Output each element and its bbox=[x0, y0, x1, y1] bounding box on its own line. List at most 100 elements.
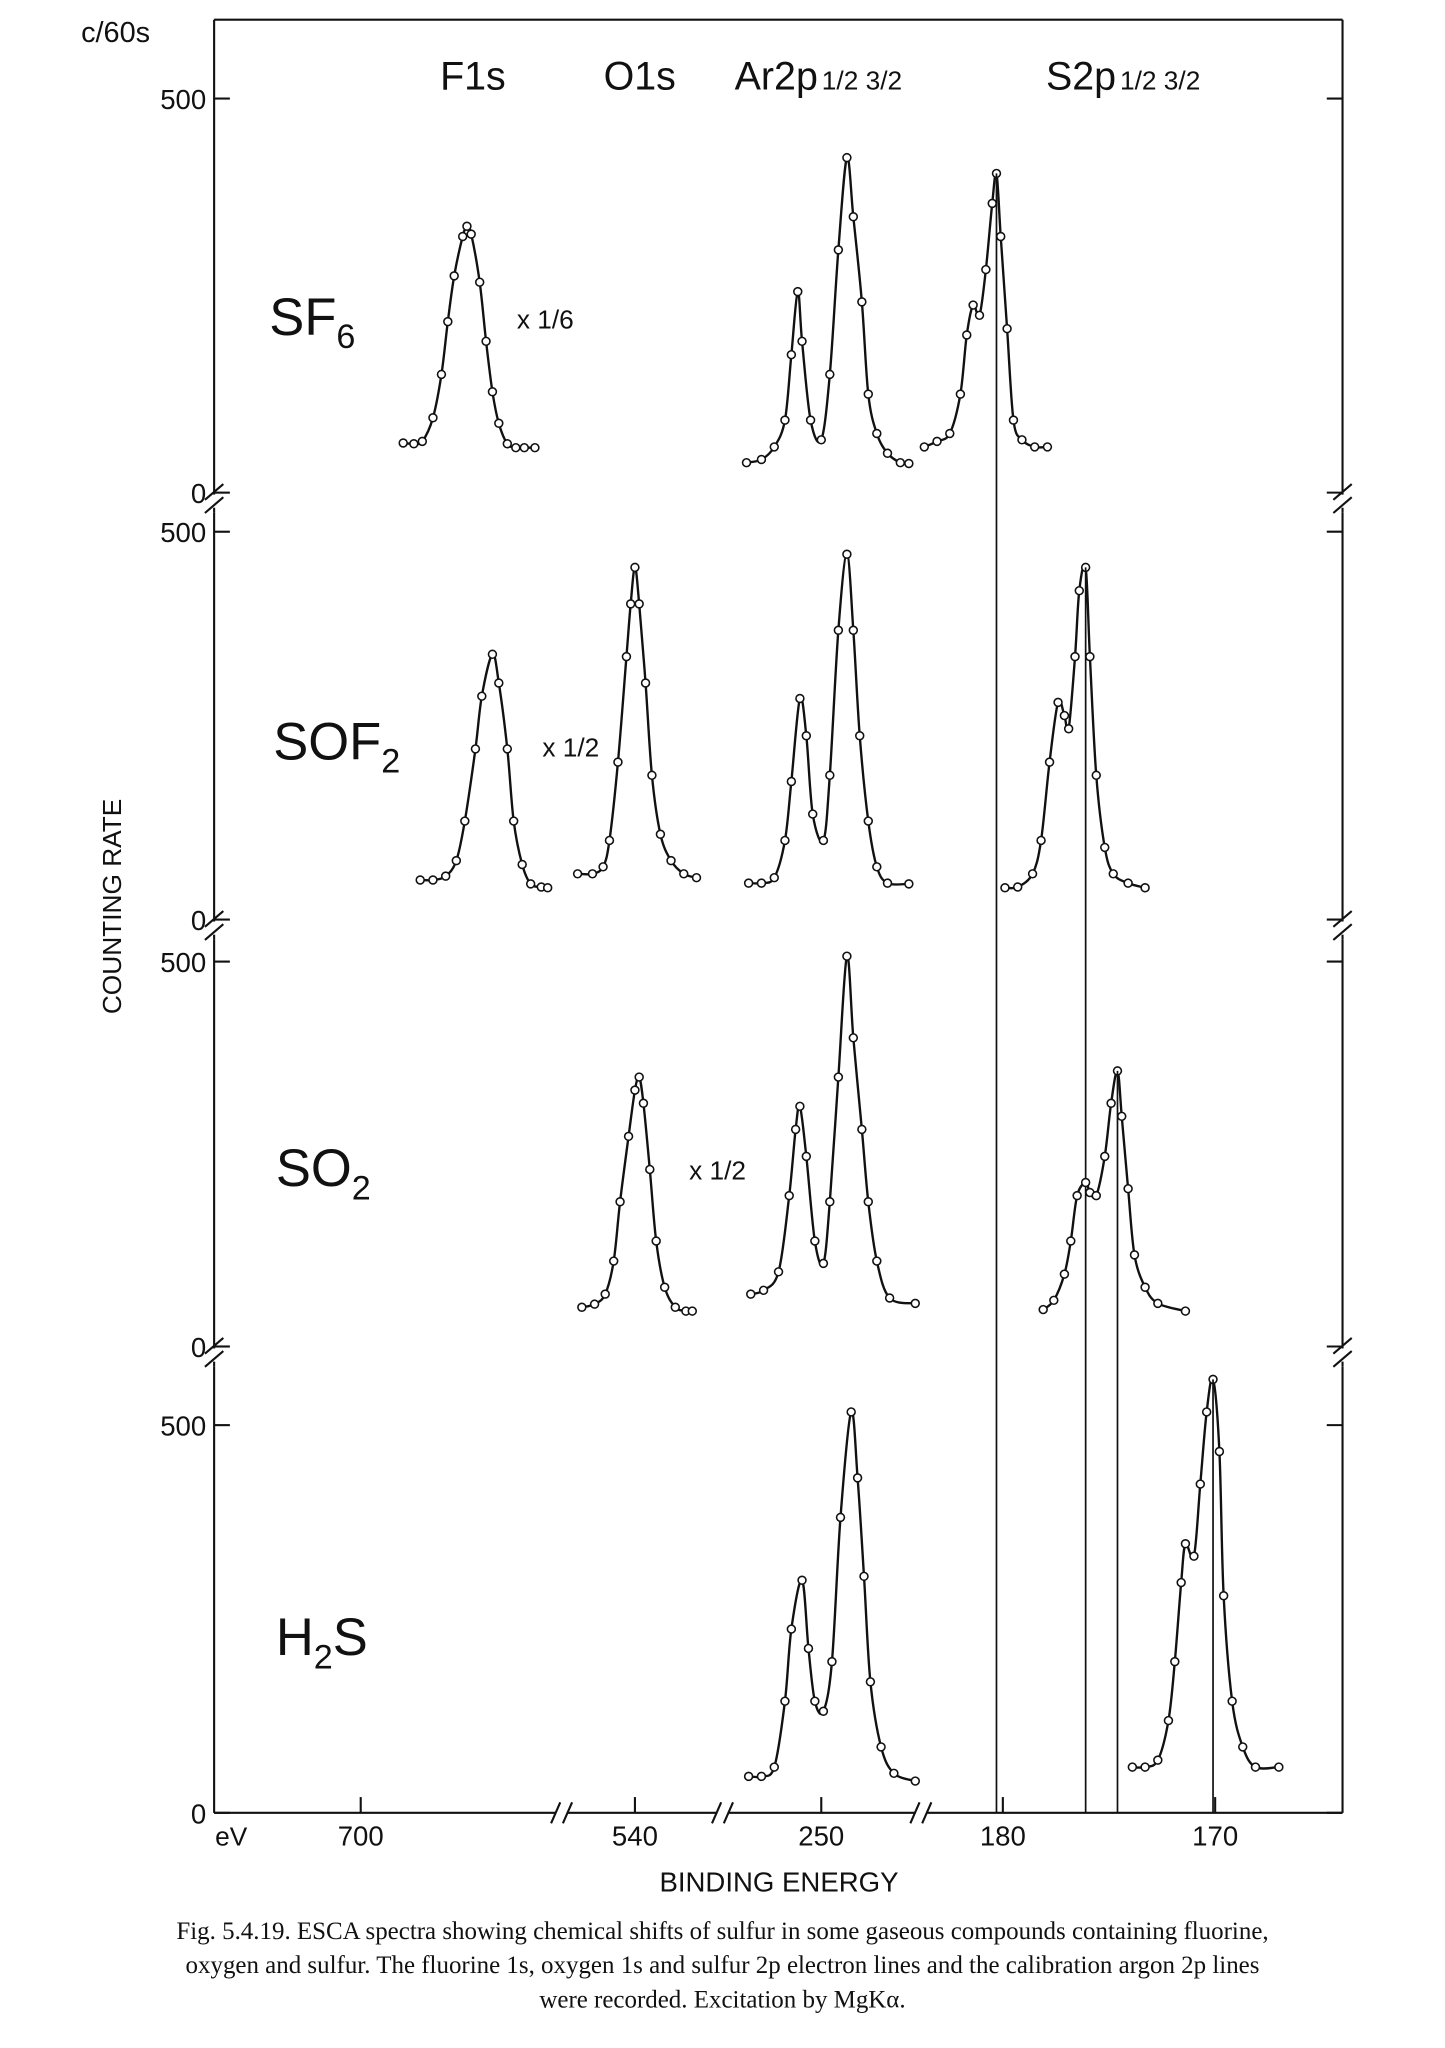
data-point bbox=[810, 1236, 820, 1246]
data-point bbox=[818, 1706, 829, 1716]
data-point bbox=[842, 152, 852, 163]
data-point bbox=[542, 883, 553, 893]
spectrum-line bbox=[923, 171, 1048, 449]
data-point bbox=[687, 1306, 697, 1316]
data-point bbox=[1189, 1551, 1199, 1561]
spectrum-line bbox=[1004, 563, 1146, 890]
data-point bbox=[1176, 1577, 1186, 1588]
data-point bbox=[477, 691, 487, 701]
data-point bbox=[517, 859, 527, 870]
data-point bbox=[758, 1285, 769, 1296]
data-point bbox=[756, 878, 767, 888]
peak-label: S2p 1/2 3/2 bbox=[1046, 54, 1200, 98]
data-point bbox=[1195, 1479, 1206, 1489]
peak-label: O1s bbox=[604, 54, 676, 98]
data-point bbox=[645, 1164, 655, 1175]
data-point bbox=[756, 454, 767, 465]
data-point bbox=[1170, 1656, 1180, 1667]
data-point bbox=[884, 1293, 895, 1303]
data-point bbox=[846, 1407, 856, 1417]
data-point bbox=[786, 1624, 797, 1634]
data-point bbox=[780, 1696, 790, 1706]
compound-label: H2S bbox=[276, 1608, 368, 1676]
peak-label-main: F1s bbox=[440, 54, 506, 98]
data-point bbox=[784, 1190, 794, 1201]
data-point bbox=[795, 1101, 805, 1112]
spectrum-line bbox=[420, 653, 548, 889]
caption-line: oxygen and sulfur. The fluorine 1s, oxyg… bbox=[186, 1952, 1260, 1979]
data-point bbox=[793, 286, 803, 297]
data-point bbox=[786, 349, 797, 360]
data-point bbox=[872, 428, 882, 439]
data-point bbox=[409, 439, 419, 449]
data-point bbox=[974, 310, 985, 321]
data-point bbox=[816, 435, 826, 445]
data-point bbox=[857, 1124, 867, 1135]
data-point bbox=[1140, 1282, 1150, 1292]
data-point bbox=[1070, 651, 1080, 662]
data-point bbox=[848, 625, 859, 635]
data-point bbox=[904, 458, 914, 469]
data-point bbox=[598, 862, 608, 872]
compound-label-sub: 2 bbox=[381, 742, 400, 780]
data-point bbox=[1066, 1236, 1076, 1246]
data-point bbox=[865, 1677, 876, 1687]
y-axis-break bbox=[1332, 1337, 1353, 1368]
data-point bbox=[1063, 724, 1074, 734]
y-tick-label: 0 bbox=[191, 1332, 206, 1363]
scale-annotation: x 1/2 bbox=[542, 733, 599, 763]
data-point bbox=[852, 1473, 863, 1483]
data-point bbox=[863, 389, 873, 399]
data-point bbox=[805, 415, 816, 425]
data-point bbox=[968, 300, 978, 310]
data-point bbox=[955, 389, 966, 399]
data-point bbox=[1036, 835, 1046, 846]
data-point bbox=[932, 436, 942, 447]
peak-label-main: S2p bbox=[1046, 54, 1116, 98]
data-point bbox=[474, 277, 485, 287]
data-point bbox=[589, 1299, 600, 1309]
x-tick-label: 250 bbox=[798, 1821, 844, 1852]
y-tick-label: 0 bbox=[191, 905, 206, 936]
data-point bbox=[647, 770, 657, 781]
data-point bbox=[1049, 1295, 1059, 1306]
data-point bbox=[863, 816, 873, 826]
peak-label-sub: 1/2 3/2 bbox=[822, 65, 902, 95]
data-point bbox=[1108, 869, 1118, 879]
data-point bbox=[769, 1762, 779, 1772]
data-point bbox=[487, 387, 498, 397]
data-point bbox=[854, 731, 865, 741]
data-point bbox=[910, 1298, 921, 1309]
x-tick-label: 540 bbox=[612, 1821, 658, 1852]
x-axis-break bbox=[711, 1801, 734, 1824]
data-point bbox=[502, 744, 513, 754]
spectrum-line bbox=[750, 954, 916, 1305]
data-point bbox=[827, 1656, 837, 1667]
peak-label-main: O1s bbox=[604, 54, 676, 98]
data-point bbox=[1218, 1590, 1229, 1601]
data-point bbox=[818, 1258, 829, 1269]
data-point bbox=[945, 428, 955, 439]
data-point bbox=[451, 855, 462, 866]
data-point bbox=[743, 878, 754, 888]
data-point bbox=[876, 1742, 886, 1752]
data-point bbox=[1017, 435, 1027, 445]
spectrum-line bbox=[581, 1075, 693, 1313]
data-point bbox=[818, 835, 829, 846]
y-unit: c/60s bbox=[81, 17, 150, 49]
data-point bbox=[741, 457, 752, 468]
spectrum-line bbox=[1132, 1376, 1279, 1770]
compound-label-main: SOF bbox=[273, 712, 381, 771]
data-point bbox=[803, 1643, 814, 1654]
data-point bbox=[1180, 1306, 1191, 1316]
y-axis-break bbox=[1332, 910, 1353, 941]
y-axis-break bbox=[204, 483, 225, 514]
data-point bbox=[769, 442, 779, 452]
compound-label: SOF2 bbox=[273, 712, 400, 780]
data-point bbox=[577, 1302, 587, 1312]
data-point bbox=[587, 869, 598, 879]
data-point bbox=[825, 369, 835, 380]
data-point bbox=[640, 678, 651, 688]
data-point bbox=[987, 198, 997, 209]
